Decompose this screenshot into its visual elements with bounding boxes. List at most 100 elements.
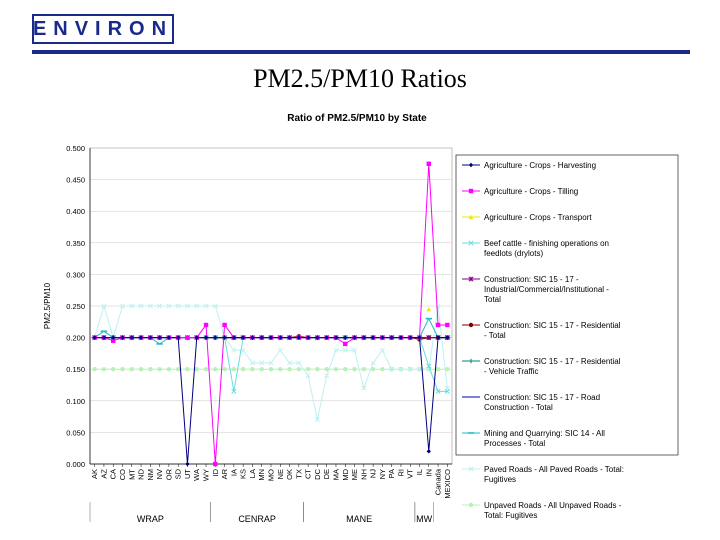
data-point bbox=[231, 367, 237, 372]
data-point bbox=[203, 303, 209, 309]
legend: Agriculture - Crops - Harvesting Agricult… bbox=[462, 161, 624, 520]
legend-entry: Unpaved Roads - All Unpaved Roads -Total… bbox=[462, 501, 622, 520]
data-point bbox=[129, 367, 134, 372]
group-label: WRAP bbox=[137, 514, 164, 524]
data-point bbox=[166, 303, 172, 309]
data-point bbox=[305, 367, 311, 372]
data-point bbox=[468, 240, 474, 246]
y-tick-label: 0.300 bbox=[66, 270, 85, 279]
x-tick-label: NE bbox=[276, 469, 285, 479]
data-point bbox=[398, 366, 404, 372]
legend-label: Unpaved Roads - All Unpaved Roads -Total… bbox=[484, 501, 622, 520]
data-point bbox=[111, 335, 116, 340]
data-point bbox=[426, 335, 432, 341]
data-point bbox=[324, 372, 330, 379]
data-point bbox=[101, 367, 107, 372]
data-point bbox=[468, 188, 474, 194]
x-tick-label: KS bbox=[239, 469, 248, 479]
legend-label: Construction: SIC 15 - 17 -Industrial/Co… bbox=[484, 275, 609, 304]
header-rule bbox=[32, 50, 690, 54]
x-tick-label: WY bbox=[202, 469, 211, 481]
data-point bbox=[468, 466, 474, 472]
data-point bbox=[389, 335, 394, 340]
x-tick-label: IL bbox=[415, 469, 424, 475]
series bbox=[426, 306, 431, 312]
data-point bbox=[444, 388, 450, 394]
data-point bbox=[157, 303, 163, 309]
x-tick-label: MEXICO bbox=[443, 469, 452, 499]
legend-entry: Beef cattle - finishing operations on fee… bbox=[462, 239, 609, 258]
data-point bbox=[398, 335, 404, 340]
data-point bbox=[380, 367, 385, 372]
data-point bbox=[101, 335, 107, 340]
data-point bbox=[468, 214, 474, 220]
x-tick-label: MD bbox=[341, 468, 350, 480]
data-point bbox=[278, 335, 283, 340]
x-tick-label: VT bbox=[406, 469, 415, 479]
x-tick-label: MA bbox=[331, 469, 340, 480]
y-tick-label: 0.100 bbox=[66, 397, 85, 406]
data-point bbox=[148, 335, 153, 340]
series-line bbox=[94, 317, 448, 345]
data-point bbox=[213, 335, 218, 340]
data-point bbox=[468, 276, 474, 282]
legend-label: Agriculture - Crops - Harvesting bbox=[484, 161, 596, 170]
series-line bbox=[94, 163, 448, 465]
data-point bbox=[361, 385, 367, 391]
series bbox=[92, 335, 450, 394]
environ-logo: ENVIRON bbox=[32, 14, 174, 44]
data-point bbox=[417, 335, 422, 340]
group-label: MANE bbox=[346, 514, 372, 524]
legend-entry: Construction: SIC 15 - 17 - Road Construc… bbox=[462, 393, 600, 412]
data-point bbox=[324, 335, 329, 340]
data-point bbox=[287, 367, 292, 372]
data-point bbox=[259, 367, 264, 372]
x-tick-label: AR bbox=[220, 468, 229, 479]
data-point bbox=[92, 367, 97, 372]
data-point bbox=[185, 367, 190, 372]
x-tick-label: AK bbox=[90, 469, 99, 479]
data-point bbox=[185, 335, 190, 340]
data-point bbox=[203, 322, 209, 328]
x-tick-label: CA bbox=[109, 469, 118, 479]
y-tick-label: 0.000 bbox=[66, 460, 85, 469]
data-point bbox=[120, 335, 125, 340]
data-point bbox=[324, 367, 329, 372]
data-point bbox=[194, 367, 199, 372]
data-point bbox=[426, 161, 431, 166]
data-point bbox=[370, 360, 376, 366]
data-point bbox=[296, 360, 302, 366]
data-point bbox=[119, 303, 126, 309]
data-point bbox=[352, 335, 357, 340]
data-point bbox=[343, 367, 348, 372]
x-tick-label: CO bbox=[118, 469, 127, 480]
x-tick-label: NY bbox=[378, 469, 387, 479]
x-tick-label: RI bbox=[396, 469, 405, 477]
data-point bbox=[240, 335, 246, 340]
legend-label: Agriculture - Crops - Transport bbox=[484, 213, 592, 222]
data-point bbox=[157, 367, 162, 372]
data-point bbox=[468, 358, 474, 364]
data-point bbox=[468, 502, 474, 508]
legend-label: Construction: SIC 15 - 17 - Residential -… bbox=[484, 357, 621, 376]
x-tick-label: ND bbox=[137, 468, 146, 479]
legend-label: Agriculture - Crops - Tilling bbox=[484, 187, 578, 196]
data-point bbox=[184, 303, 191, 309]
x-tick-label: IN bbox=[424, 469, 433, 477]
series-lines bbox=[91, 161, 451, 467]
x-tick-label: IA bbox=[229, 469, 238, 476]
data-point bbox=[296, 335, 302, 340]
data-point bbox=[212, 303, 218, 309]
data-point bbox=[278, 367, 283, 372]
data-point bbox=[259, 335, 264, 340]
x-tick-label: CT bbox=[304, 469, 313, 479]
data-point bbox=[435, 335, 441, 340]
y-tick-label: 0.350 bbox=[66, 239, 85, 248]
data-point bbox=[315, 367, 320, 372]
data-point bbox=[287, 360, 293, 366]
data-point bbox=[268, 367, 274, 372]
legend-entry: Construction: SIC 15 - 17 - Residential -… bbox=[462, 357, 621, 376]
data-point bbox=[408, 335, 413, 340]
y-tick-label: 0.050 bbox=[66, 428, 85, 437]
data-point bbox=[296, 367, 302, 372]
